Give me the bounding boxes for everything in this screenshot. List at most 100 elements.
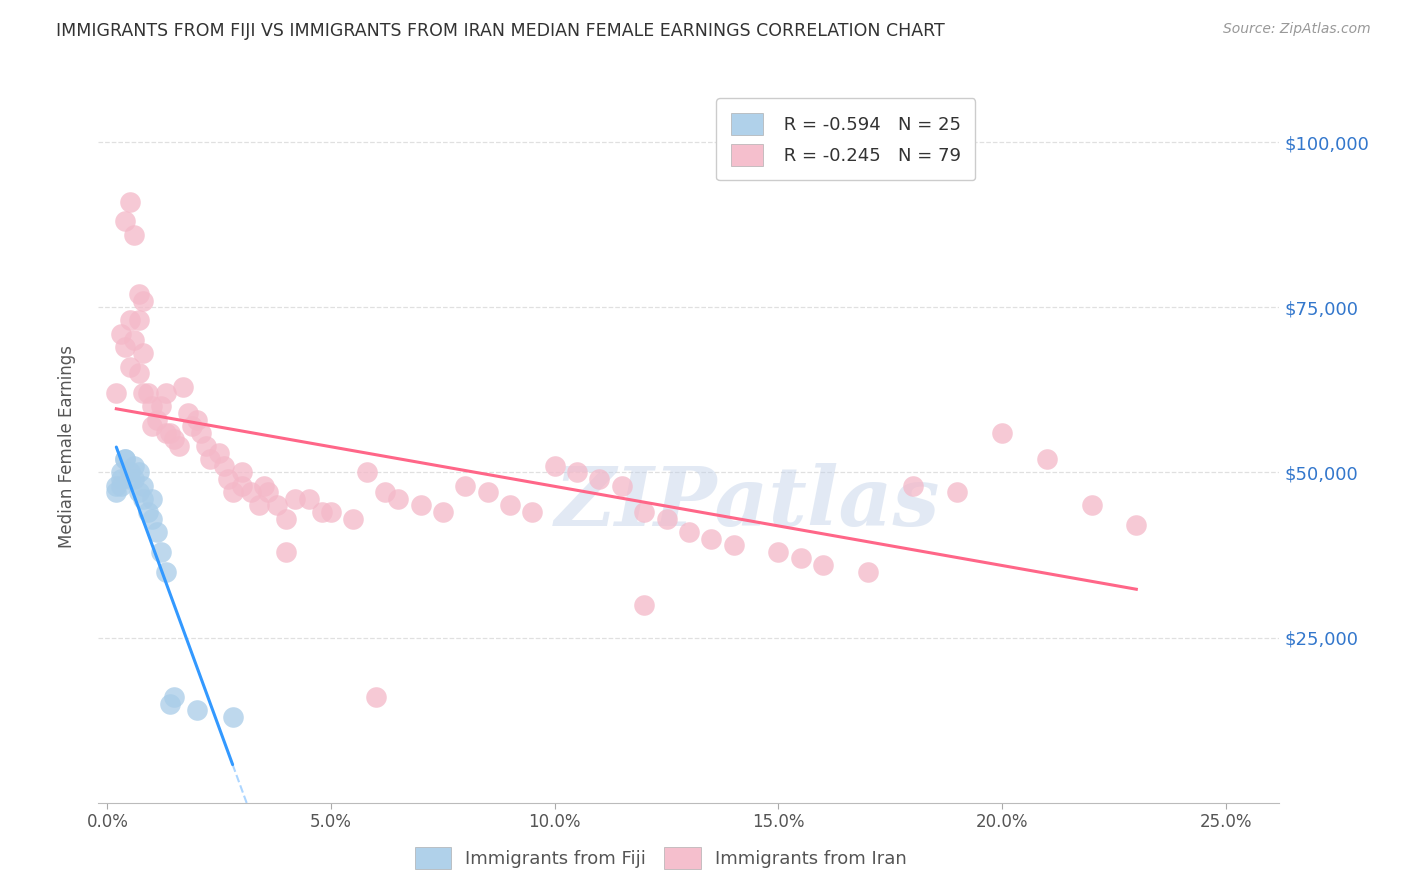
Legend: Immigrants from Fiji, Immigrants from Iran: Immigrants from Fiji, Immigrants from Ir… — [406, 838, 915, 879]
Point — [432, 505, 454, 519]
Point — [311, 505, 333, 519]
Point — [150, 545, 173, 559]
Point — [221, 710, 243, 724]
Point — [356, 466, 378, 480]
Point — [114, 214, 136, 228]
Point — [477, 485, 499, 500]
Point — [276, 511, 298, 525]
Point — [167, 439, 190, 453]
Point — [633, 598, 655, 612]
Point — [132, 478, 155, 492]
Point — [239, 485, 262, 500]
Point — [141, 491, 163, 506]
Point — [132, 386, 155, 401]
Point — [110, 466, 132, 480]
Point — [145, 524, 167, 539]
Point — [298, 491, 321, 506]
Point — [200, 452, 222, 467]
Point — [128, 485, 150, 500]
Point — [790, 551, 813, 566]
Point — [723, 538, 745, 552]
Point — [610, 478, 633, 492]
Point — [118, 472, 141, 486]
Point — [231, 466, 253, 480]
Point — [155, 386, 177, 401]
Point — [678, 524, 700, 539]
Point — [136, 505, 159, 519]
Text: ZIPatlas: ZIPatlas — [555, 463, 941, 543]
Point — [128, 466, 150, 480]
Point — [1080, 499, 1102, 513]
Point — [155, 565, 177, 579]
Point — [132, 346, 155, 360]
Point — [118, 313, 141, 327]
Point — [276, 545, 298, 559]
Point — [565, 466, 588, 480]
Point — [946, 485, 969, 500]
Point — [118, 466, 141, 480]
Point — [319, 505, 342, 519]
Point — [284, 491, 307, 506]
Point — [145, 412, 167, 426]
Point — [1036, 452, 1059, 467]
Point — [163, 433, 186, 447]
Point — [181, 419, 204, 434]
Point — [132, 293, 155, 308]
Point — [122, 458, 145, 473]
Point — [110, 472, 132, 486]
Point — [499, 499, 522, 513]
Point — [122, 472, 145, 486]
Point — [1125, 518, 1147, 533]
Point — [544, 458, 567, 473]
Point — [186, 412, 208, 426]
Point — [114, 452, 136, 467]
Point — [588, 472, 610, 486]
Point — [186, 703, 208, 717]
Point — [172, 379, 194, 393]
Point — [110, 326, 132, 341]
Point — [257, 485, 280, 500]
Point — [454, 478, 477, 492]
Point — [342, 511, 364, 525]
Point — [177, 406, 200, 420]
Point — [118, 359, 141, 374]
Point — [249, 499, 271, 513]
Point — [655, 511, 678, 525]
Point — [374, 485, 396, 500]
Point — [122, 227, 145, 242]
Point — [150, 400, 173, 414]
Point — [128, 313, 150, 327]
Point — [700, 532, 723, 546]
Point — [387, 491, 409, 506]
Point — [132, 491, 155, 506]
Point — [155, 425, 177, 440]
Point — [212, 458, 235, 473]
Point — [221, 485, 243, 500]
Point — [118, 194, 141, 209]
Point — [114, 452, 136, 467]
Y-axis label: Median Female Earnings: Median Female Earnings — [58, 344, 76, 548]
Point — [194, 439, 217, 453]
Point — [159, 697, 181, 711]
Point — [141, 400, 163, 414]
Point — [253, 478, 276, 492]
Point — [409, 499, 432, 513]
Point — [105, 386, 128, 401]
Text: Source: ZipAtlas.com: Source: ZipAtlas.com — [1223, 22, 1371, 37]
Point — [110, 478, 132, 492]
Point — [633, 505, 655, 519]
Point — [208, 445, 231, 459]
Point — [768, 545, 790, 559]
Point — [231, 478, 253, 492]
Point — [811, 558, 834, 572]
Point — [163, 690, 186, 704]
Point — [114, 340, 136, 354]
Point — [141, 511, 163, 525]
Point — [159, 425, 181, 440]
Legend:  R = -0.594   N = 25,  R = -0.245   N = 79: R = -0.594 N = 25, R = -0.245 N = 79 — [716, 98, 976, 180]
Point — [128, 287, 150, 301]
Point — [901, 478, 924, 492]
Point — [217, 472, 239, 486]
Point — [105, 485, 128, 500]
Point — [122, 333, 145, 347]
